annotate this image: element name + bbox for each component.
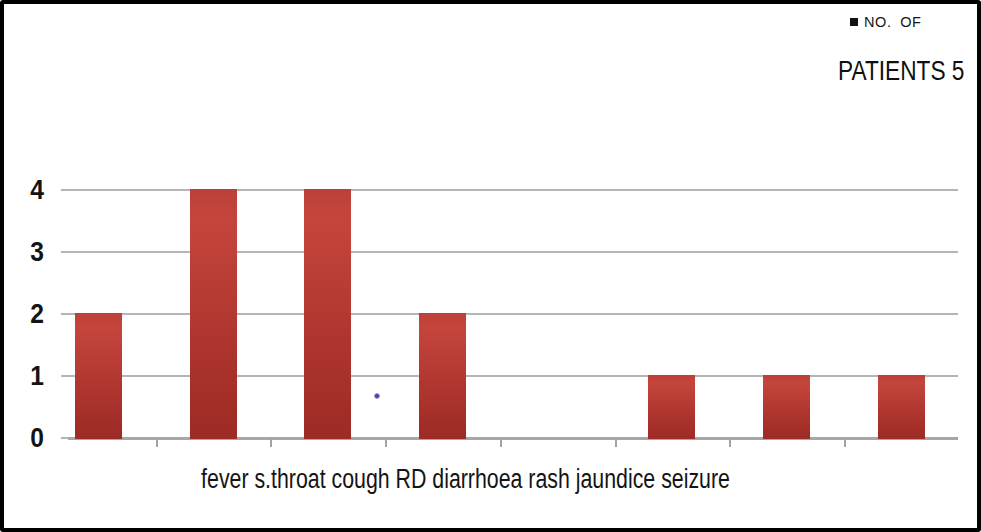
y-axis-label-0: 0: [5, 422, 44, 454]
y-axis-tick: [61, 251, 68, 253]
legend-series-label-line2: PATIENTS 5: [838, 56, 964, 87]
chart-frame: NO. OF PATIENTS 5 0 1 2 3 4 fever s.throat c…: [0, 0, 981, 532]
bar-cough: [304, 189, 351, 439]
bar-seizure: [878, 375, 925, 439]
bar-fever: [75, 313, 122, 439]
y-axis-label-1: 1: [5, 360, 44, 392]
x-axis-tick: [615, 438, 617, 447]
y-axis-label-3: 3: [5, 236, 44, 268]
y-axis-label-2: 2: [5, 298, 44, 330]
x-axis-tick: [385, 438, 387, 447]
legend-series-label-line1: NO. OF: [864, 14, 922, 30]
x-axis-tick: [844, 438, 846, 447]
y-axis-tick: [61, 375, 68, 377]
legend-square-marker-icon: [850, 18, 858, 26]
bar-RD: [419, 313, 466, 439]
bar-jaundice: [763, 375, 810, 439]
bar-rash: [648, 375, 695, 439]
x-axis-tick: [156, 438, 158, 447]
x-axis-tick: [729, 438, 731, 447]
legend: NO. OF: [850, 14, 922, 30]
stray-ink-dot: [374, 393, 380, 399]
y-axis-label-4: 4: [5, 174, 44, 206]
y-axis-tick: [61, 437, 68, 439]
x-axis-tick: [500, 438, 502, 447]
y-axis-tick: [61, 313, 68, 315]
bar-s.throat: [190, 189, 237, 439]
x-axis-category-labels: fever s.throat cough RD diarrhoea rash j…: [78, 464, 853, 495]
y-axis-tick: [61, 189, 68, 191]
x-axis-tick: [270, 438, 272, 447]
